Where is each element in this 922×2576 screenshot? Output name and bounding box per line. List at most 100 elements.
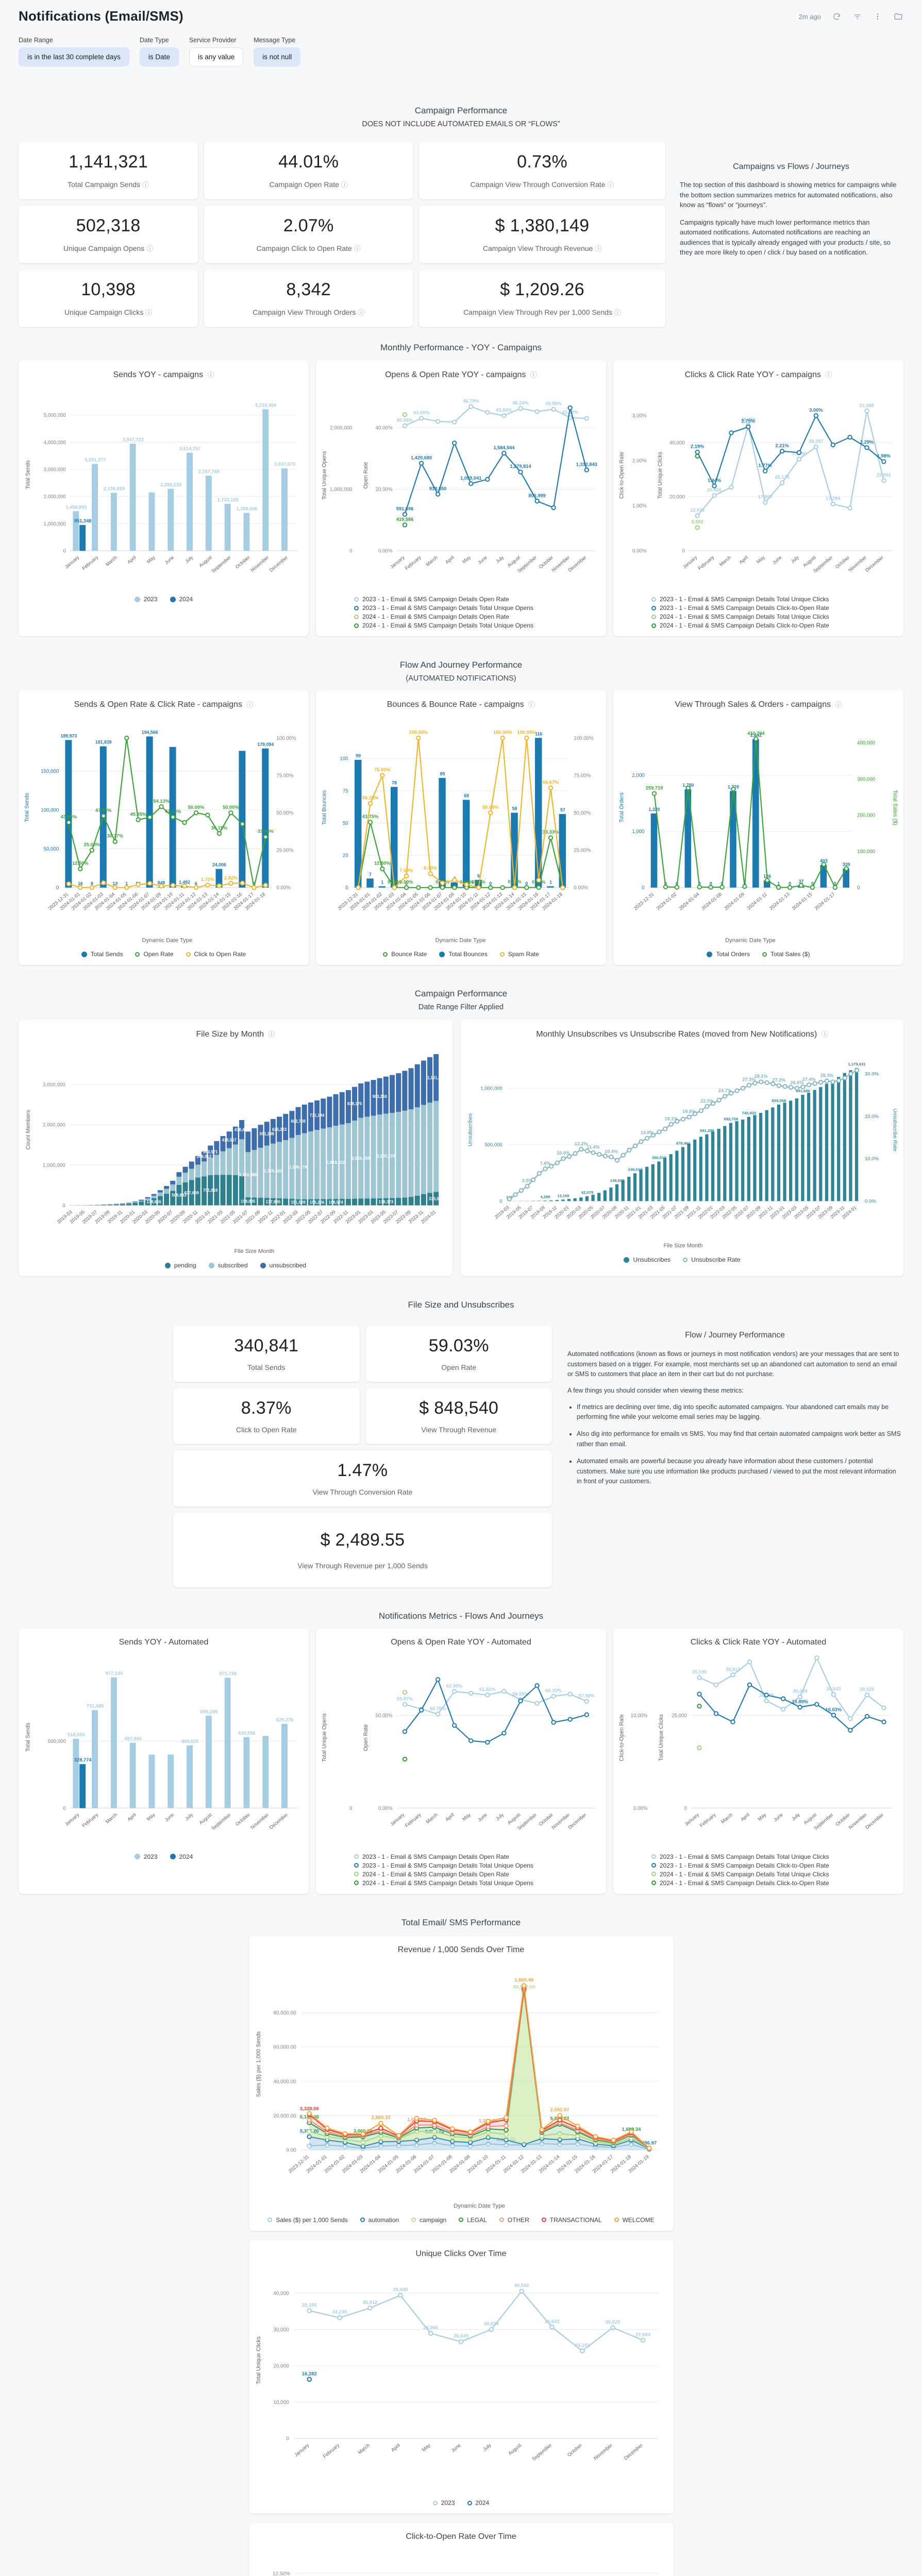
svg-text:5,215,454: 5,215,454 — [255, 402, 277, 408]
legend-item[interactable]: Total Sends — [81, 951, 123, 958]
legend-item[interactable]: 2023 - 1 - Email & SMS Campaign Details … — [354, 1862, 533, 1869]
legend-item[interactable]: 2024 - 1 - Email & SMS Campaign Details … — [354, 613, 509, 620]
svg-text:60,000.00: 60,000.00 — [273, 2045, 296, 2050]
svg-text:16: 16 — [78, 881, 83, 886]
legend-item[interactable]: 2024 — [467, 2499, 489, 2506]
info-icon[interactable]: ⓘ — [207, 371, 214, 379]
info-icon[interactable]: ⓘ — [142, 181, 149, 189]
legend-item[interactable]: Unsubscribe Rate — [683, 1256, 741, 1263]
date-range-chip[interactable]: is in the last 30 complete days — [19, 47, 129, 66]
service-provider-chip[interactable]: is any value — [189, 47, 244, 66]
info-icon[interactable]: ⓘ — [530, 371, 537, 379]
svg-text:2,000,000: 2,000,000 — [330, 425, 353, 431]
section-total-perf-title: Total Email/ SMS Performance — [401, 1917, 521, 1927]
legend-item[interactable]: Sales ($) per 1,000 Sends — [267, 2216, 348, 2224]
svg-text:2,285,233: 2,285,233 — [160, 482, 181, 487]
legend-item[interactable]: Total Sales ($) — [762, 951, 810, 958]
svg-text:26,649: 26,649 — [454, 2333, 468, 2339]
legend-item[interactable]: LEGAL — [459, 2216, 487, 2224]
info-icon[interactable]: ⓘ — [146, 245, 154, 252]
legend-item[interactable]: 2024 — [170, 596, 193, 603]
legend-item[interactable]: WELCOME — [614, 2216, 655, 2224]
info-icon[interactable]: ⓘ — [607, 181, 614, 189]
info-icon[interactable]: ⓘ — [528, 701, 535, 709]
legend-item[interactable]: 2023 - 1 - Email & SMS Campaign Details … — [651, 604, 829, 612]
info-icon[interactable]: ⓘ — [595, 245, 602, 252]
info-icon[interactable]: ⓘ — [145, 309, 153, 316]
svg-text:500,000: 500,000 — [48, 1739, 66, 1744]
svg-text:30,525: 30,525 — [605, 2319, 620, 2325]
legend-item[interactable]: Bounce Rate — [383, 951, 427, 958]
svg-text:2024-01-17: 2024-01-17 — [814, 892, 836, 911]
legend-item[interactable]: Total Bounces — [439, 951, 488, 958]
svg-text:May: May — [146, 554, 156, 564]
legend-item[interactable]: 2024 — [170, 1853, 193, 1860]
info-icon[interactable]: ⓘ — [268, 1030, 275, 1039]
info-icon[interactable]: ⓘ — [341, 181, 348, 189]
folder-icon[interactable] — [893, 11, 903, 22]
svg-text:September: September — [531, 2443, 553, 2462]
legend-item[interactable]: 2023 — [432, 2499, 455, 2506]
info-icon[interactable]: ⓘ — [354, 245, 361, 252]
svg-text:40.00%: 40.00% — [376, 425, 393, 431]
legend-item[interactable]: 2023 — [134, 1853, 158, 1860]
info-icon[interactable]: ⓘ — [835, 701, 842, 709]
legend-item[interactable]: TRANSACTIONAL — [541, 2216, 602, 2224]
legend-item[interactable]: Unsubscribes — [624, 1256, 670, 1263]
info-icon[interactable]: ⓘ — [614, 309, 622, 316]
info-icon[interactable]: ⓘ — [825, 371, 832, 379]
legend-item[interactable]: OTHER — [499, 2216, 529, 2224]
info-icon[interactable]: ⓘ — [246, 701, 254, 709]
svg-text:November: November — [593, 2443, 614, 2462]
message-type-chip[interactable]: is not null — [254, 47, 301, 66]
legend-item[interactable]: 2023 — [134, 596, 158, 603]
legend-item[interactable]: 2023 - 1 - Email & SMS Campaign Details … — [354, 604, 533, 612]
info-icon[interactable]: ⓘ — [821, 1030, 828, 1039]
more-options-icon[interactable] — [873, 11, 883, 22]
svg-text:745,933: 745,933 — [742, 1111, 756, 1115]
legend-item[interactable]: 2024 - 1 - Email & SMS Campaign Details … — [651, 1871, 829, 1878]
legend-item[interactable]: 2024 - 1 - Email & SMS Campaign Details … — [354, 1871, 509, 1878]
legend-item[interactable]: subscribed — [208, 1262, 248, 1269]
legend-item[interactable]: Open Rate — [135, 951, 174, 958]
svg-text:0.04%: 0.04% — [460, 879, 473, 885]
legend-item[interactable]: 2023 - 1 - Email & SMS Campaign Details … — [354, 1853, 509, 1860]
legend-item[interactable]: Total Orders — [707, 951, 750, 958]
legend-item[interactable]: 2023 - 1 - Email & SMS Campaign Details … — [651, 596, 829, 603]
legend-item[interactable]: 2024 - 1 - Email & SMS Campaign Details … — [651, 1879, 829, 1887]
svg-text:37: 37 — [799, 879, 804, 884]
legend-item[interactable]: 2024 - 1 - Email & SMS Campaign Details … — [354, 1879, 533, 1887]
svg-text:June: June — [164, 1812, 175, 1823]
legend-item[interactable]: 2023 - 1 - Email & SMS Campaign Details … — [651, 1862, 829, 1869]
legend-item[interactable]: 2024 - 1 - Email & SMS Campaign Details … — [651, 613, 829, 620]
legend-item[interactable]: 2023 - 1 - Email & SMS Campaign Details … — [354, 596, 509, 603]
svg-text:100,000: 100,000 — [41, 808, 59, 814]
info-icon[interactable]: ⓘ — [358, 309, 365, 316]
legend-item[interactable]: pending — [164, 1262, 196, 1269]
svg-text:12.50%: 12.50% — [72, 861, 88, 866]
legend-item[interactable]: 2023 - 1 - Email & SMS Campaign Details … — [651, 1853, 829, 1860]
date-type-chip[interactable]: is Date — [139, 47, 179, 66]
refresh-icon[interactable] — [831, 11, 842, 22]
svg-text:3,000,000: 3,000,000 — [43, 1082, 65, 1088]
svg-text:692,708: 692,708 — [724, 1117, 739, 1122]
section-flow-journey-subtitle: (AUTOMATED NOTIFICATIONS) — [406, 674, 516, 683]
svg-text:1,161,834: 1,161,834 — [427, 1076, 446, 1080]
legend-item[interactable]: automation — [360, 2216, 399, 2224]
section-monthly-yoy-title: Monthly Performance - YOY - Campaigns — [380, 343, 542, 352]
legend-item[interactable]: 2024 - 1 - Email & SMS Campaign Details … — [651, 622, 829, 629]
legend-item[interactable]: 2024 - 1 - Email & SMS Campaign Details … — [354, 622, 533, 629]
svg-text:178,665: 178,665 — [147, 1200, 162, 1205]
legend-item[interactable]: unsubscribed — [260, 1262, 306, 1269]
svg-text:December: December — [864, 555, 884, 573]
legend-item[interactable]: Click to Open Rate — [186, 951, 246, 958]
svg-text:60.33%: 60.33% — [545, 1688, 561, 1693]
legend-item[interactable]: Spam Rate — [499, 951, 539, 958]
legend-item[interactable]: campaign — [411, 2216, 446, 2224]
svg-text:February: February — [81, 1812, 99, 1828]
svg-text:February: February — [81, 554, 99, 571]
kpi-click-to-open-rate: 2.07% Campaign Click to Open Rate ⓘ — [204, 206, 413, 263]
svg-text:February: February — [699, 1812, 717, 1828]
filter-icon[interactable] — [852, 11, 862, 22]
svg-text:October: October — [234, 1812, 251, 1827]
